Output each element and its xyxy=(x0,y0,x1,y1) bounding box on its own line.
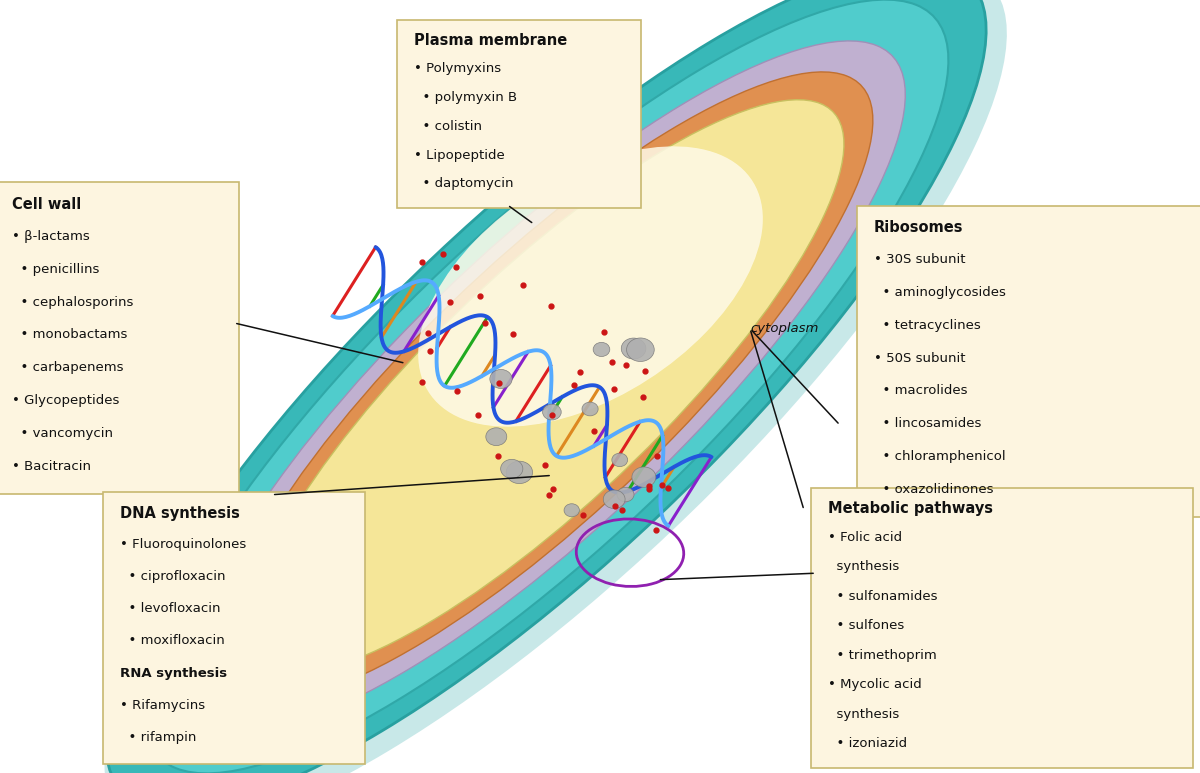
Ellipse shape xyxy=(582,402,598,416)
Ellipse shape xyxy=(144,0,948,773)
Text: • daptomycin: • daptomycin xyxy=(414,178,514,190)
Text: • Rifamycins: • Rifamycins xyxy=(120,699,205,712)
Text: • 50S subunit: • 50S subunit xyxy=(874,352,965,365)
Text: • polymyxin B: • polymyxin B xyxy=(414,91,517,104)
Text: • Lipopeptide: • Lipopeptide xyxy=(414,148,505,162)
Text: Ribosomes: Ribosomes xyxy=(874,220,964,235)
Text: • tetracyclines: • tetracyclines xyxy=(874,318,980,332)
FancyBboxPatch shape xyxy=(857,206,1200,517)
Ellipse shape xyxy=(542,404,562,420)
Text: cytoplasm: cytoplasm xyxy=(750,322,818,335)
Text: • moxifloxacin: • moxifloxacin xyxy=(120,635,224,648)
Text: • sulfonamides: • sulfonamides xyxy=(828,590,937,603)
Text: synthesis: synthesis xyxy=(828,560,899,574)
Text: • vancomycin: • vancomycin xyxy=(12,427,113,440)
Ellipse shape xyxy=(220,72,872,701)
Ellipse shape xyxy=(486,427,506,445)
Text: • monobactams: • monobactams xyxy=(12,329,127,342)
Text: DNA synthesis: DNA synthesis xyxy=(120,506,240,521)
Text: • ciprofloxacin: • ciprofloxacin xyxy=(120,570,226,583)
Ellipse shape xyxy=(490,369,512,388)
Ellipse shape xyxy=(626,338,654,362)
Text: • lincosamides: • lincosamides xyxy=(874,417,980,431)
Text: • sulfones: • sulfones xyxy=(828,619,905,632)
Text: • 30S subunit: • 30S subunit xyxy=(874,253,965,266)
Text: • colistin: • colistin xyxy=(414,120,482,133)
Text: • izoniazid: • izoniazid xyxy=(828,737,907,751)
Text: synthesis: synthesis xyxy=(828,708,899,720)
Ellipse shape xyxy=(106,0,986,773)
FancyBboxPatch shape xyxy=(397,20,641,208)
Text: • β-lactams: • β-lactams xyxy=(12,230,90,243)
Ellipse shape xyxy=(506,461,533,484)
Ellipse shape xyxy=(187,41,905,732)
Text: • Fluoroquinolones: • Fluoroquinolones xyxy=(120,538,246,551)
Text: • trimethoprim: • trimethoprim xyxy=(828,649,937,662)
Ellipse shape xyxy=(622,338,646,359)
Ellipse shape xyxy=(500,459,523,478)
Ellipse shape xyxy=(612,453,628,467)
Text: • oxazolidinones: • oxazolidinones xyxy=(874,483,994,495)
Text: • penicillins: • penicillins xyxy=(12,263,100,276)
FancyBboxPatch shape xyxy=(103,492,365,764)
FancyBboxPatch shape xyxy=(811,488,1193,768)
Text: Cell wall: Cell wall xyxy=(12,197,82,212)
Text: • carbapenems: • carbapenems xyxy=(12,361,124,374)
Text: • macrolides: • macrolides xyxy=(874,384,967,397)
Text: • Polymyxins: • Polymyxins xyxy=(414,62,502,75)
Text: • chloramphenicol: • chloramphenicol xyxy=(874,450,1006,463)
Text: • Folic acid: • Folic acid xyxy=(828,531,902,543)
Text: • levofloxacin: • levofloxacin xyxy=(120,602,221,615)
Text: • Bacitracin: • Bacitracin xyxy=(12,460,91,472)
Text: • Mycolic acid: • Mycolic acid xyxy=(828,678,922,691)
Text: • Glycopeptides: • Glycopeptides xyxy=(12,394,119,407)
FancyBboxPatch shape xyxy=(0,182,239,494)
Text: • rifampin: • rifampin xyxy=(120,731,197,744)
Ellipse shape xyxy=(104,0,1007,773)
Ellipse shape xyxy=(604,490,625,509)
Ellipse shape xyxy=(418,146,763,427)
Text: Plasma membrane: Plasma membrane xyxy=(414,33,568,48)
Text: • aminoglycosides: • aminoglycosides xyxy=(874,286,1006,299)
Text: • cephalosporins: • cephalosporins xyxy=(12,295,133,308)
Ellipse shape xyxy=(617,487,634,502)
Ellipse shape xyxy=(248,100,844,673)
Ellipse shape xyxy=(632,467,656,487)
Ellipse shape xyxy=(564,504,580,517)
Ellipse shape xyxy=(593,342,610,356)
Text: RNA synthesis: RNA synthesis xyxy=(120,666,227,679)
Text: Metabolic pathways: Metabolic pathways xyxy=(828,501,994,516)
